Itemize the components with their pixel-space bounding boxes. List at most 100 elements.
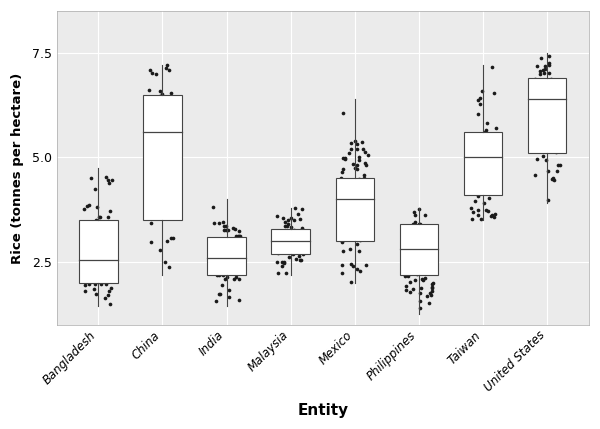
Point [348, 263, 358, 270]
Point [295, 257, 305, 264]
Point [487, 211, 497, 218]
Point [337, 261, 347, 268]
Point [473, 206, 482, 213]
Point [424, 254, 433, 261]
Point [356, 236, 365, 243]
Point [427, 281, 437, 288]
Point [160, 115, 170, 122]
Point [352, 219, 361, 226]
Point [299, 239, 309, 246]
Point [407, 223, 417, 230]
Point [401, 245, 410, 252]
Point [145, 165, 154, 172]
Point [531, 103, 541, 110]
Point [212, 297, 221, 304]
Point [550, 137, 560, 144]
Point [89, 286, 98, 293]
Bar [528, 78, 566, 153]
Point [544, 89, 554, 96]
Point [83, 266, 92, 273]
Point [281, 232, 291, 239]
Point [80, 281, 90, 288]
Point [101, 237, 111, 244]
Point [295, 230, 305, 237]
Point [416, 239, 425, 245]
Point [475, 178, 484, 185]
Point [538, 152, 548, 159]
Point [216, 249, 226, 256]
Point [148, 148, 158, 155]
Point [91, 258, 100, 265]
Bar [335, 178, 374, 241]
Point [274, 249, 283, 256]
Point [158, 114, 168, 121]
Point [103, 251, 113, 257]
Point [545, 69, 554, 76]
Point [412, 257, 421, 264]
Point [553, 121, 563, 128]
Point [160, 258, 170, 265]
Point [553, 124, 562, 130]
Point [427, 284, 436, 291]
Point [283, 217, 293, 224]
Point [420, 275, 430, 282]
Point [100, 263, 110, 269]
Point [401, 225, 410, 232]
Point [79, 205, 89, 212]
Point [418, 263, 427, 269]
Point [546, 104, 556, 111]
Point [542, 157, 551, 163]
Point [488, 152, 498, 159]
Point [486, 212, 496, 219]
Point [278, 232, 287, 239]
Point [355, 267, 365, 274]
Point [298, 225, 307, 232]
Point [356, 200, 366, 207]
Point [352, 145, 362, 152]
Point [544, 130, 554, 137]
Bar [208, 237, 246, 275]
Point [151, 199, 160, 205]
Point [157, 110, 167, 117]
Point [355, 248, 364, 255]
Point [220, 240, 229, 247]
Point [289, 217, 299, 224]
Point [487, 163, 496, 170]
Point [410, 212, 419, 219]
Point [103, 214, 113, 221]
Point [405, 252, 415, 259]
Point [161, 64, 171, 71]
Point [284, 254, 293, 261]
Point [92, 204, 102, 211]
Point [155, 88, 164, 94]
Point [273, 248, 283, 254]
Bar [79, 220, 118, 283]
Point [219, 223, 229, 230]
Point [81, 238, 91, 245]
Point [162, 238, 172, 245]
Point [475, 161, 484, 168]
Point [549, 111, 559, 118]
Point [146, 220, 156, 227]
Point [408, 252, 418, 259]
Point [362, 162, 371, 169]
Point [288, 251, 298, 258]
Point [284, 220, 293, 227]
Point [543, 120, 553, 127]
Point [295, 252, 304, 259]
Point [532, 91, 541, 98]
Point [209, 220, 218, 227]
Point [97, 268, 106, 275]
Point [553, 130, 563, 137]
Point [473, 166, 482, 173]
Point [217, 281, 226, 288]
Point [426, 269, 436, 276]
Point [290, 204, 299, 211]
Point [355, 154, 364, 160]
Point [85, 201, 94, 208]
Point [539, 97, 549, 103]
Point [475, 95, 485, 102]
Point [275, 227, 284, 234]
Point [416, 253, 426, 260]
Point [222, 243, 232, 250]
